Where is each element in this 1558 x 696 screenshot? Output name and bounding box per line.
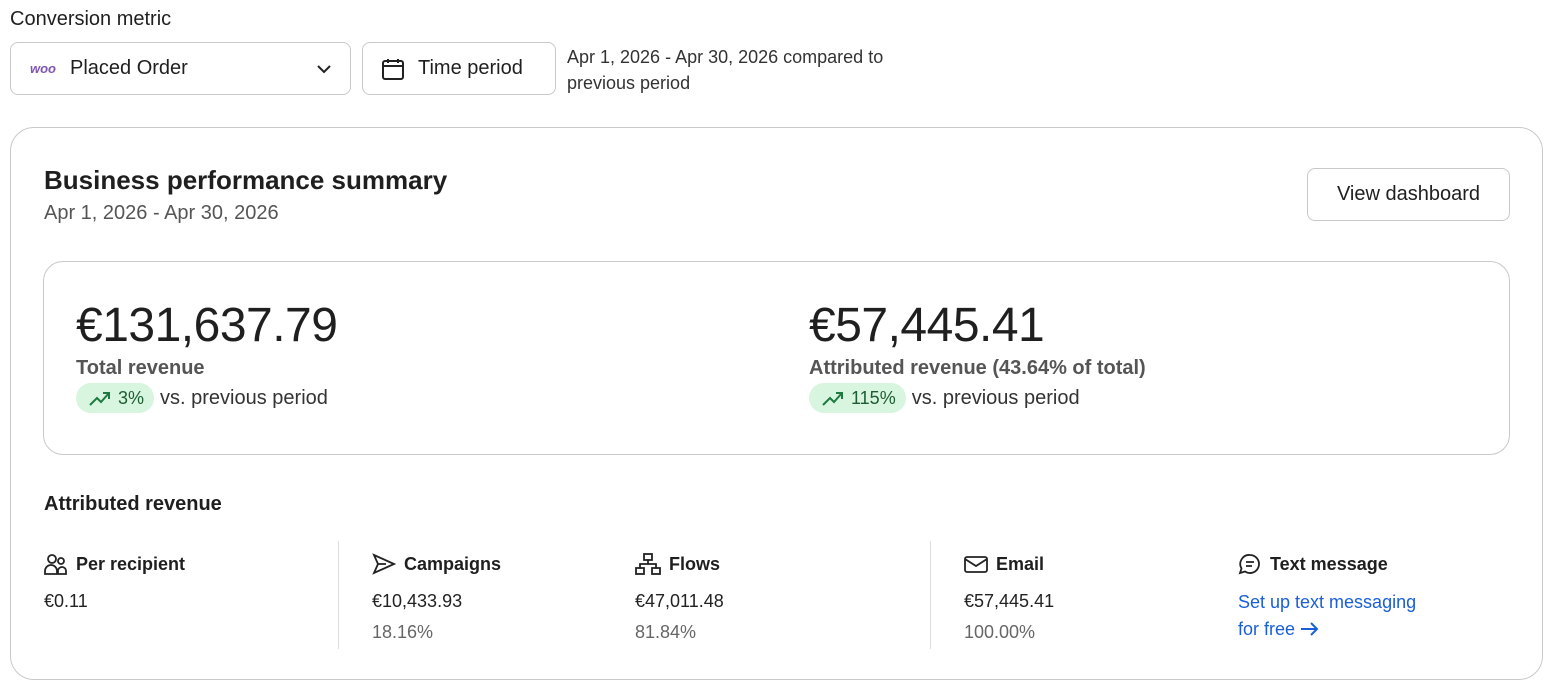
view-dashboard-button[interactable]: View dashboard [1307,168,1510,221]
change-pill: 3% [76,383,155,413]
stat-column: Flows €47,011.48 81.84% [635,553,724,643]
stat-column: Campaigns €10,433.93 18.16% [372,553,501,643]
change-pill: 115% [809,383,906,413]
metric-select[interactable]: woo Placed Order [10,42,351,95]
time-period-button[interactable]: Time period [362,42,556,95]
summary-title: Business performance summary [44,165,448,195]
summary-date: Apr 1, 2026 - Apr 30, 2026 [44,202,279,224]
stat-label: Flows [669,553,721,574]
flow-icon [635,553,661,575]
calendar-icon [382,58,404,80]
stat-value: €57,445.41 [964,591,1055,611]
kpi-label: Total revenue [76,357,205,379]
kpi-box: €131,637.79 Total revenue 3% vs. previou… [43,261,1510,455]
stat-label: Per recipient [76,553,186,574]
period-note: Apr 1, 2026 - Apr 30, 2026 compared to p… [567,47,884,93]
comparison: vs. previous period [160,386,328,409]
trend-icon [822,392,843,406]
stat-column: Text message Set up text messaging for f… [1238,553,1438,643]
link-text: Set up text messaging for free [1238,592,1417,639]
kpi-label: Attributed revenue (43.64% of total) [809,357,1146,379]
mail-icon [964,556,988,573]
summary-card: Business performance summary Apr 1, 2026… [10,127,1543,680]
stat-value: €10,433.93 [372,591,463,611]
stat-share: 18.16% [372,622,434,642]
stat-share: 81.84% [635,622,697,642]
stat-label: Email [996,553,1045,574]
people-icon [44,554,67,575]
woo-logo: woo [30,61,56,76]
stat-label: Campaigns [404,553,502,574]
divider [338,541,339,649]
comparison: vs. previous period [911,386,1080,409]
kpi: €57,445.41 Attributed revenue (43.64% of… [809,298,1146,413]
attributed-title: Attributed revenue [44,493,222,515]
message-icon [1238,554,1260,575]
send-icon [372,553,396,575]
stat-share: 100.00% [964,622,1036,642]
setup-link[interactable]: Set up text messaging for free [1238,589,1438,643]
chevron [317,65,331,74]
time-period-label: Time period [418,57,523,79]
stat-column: Per recipient €0.11 [44,553,185,612]
stat-value: €0.11 [44,591,88,611]
stat-label: Text message [1270,553,1388,574]
change-value: 3% [118,387,145,408]
arrow-icon [1301,622,1319,636]
trend-icon [89,392,110,406]
stat-column: Email €57,445.41 100.00% [964,553,1054,643]
metric-label: Conversion metric [10,8,172,30]
kpi-value: €57,445.41 [809,299,1045,352]
kpi-value: €131,637.79 [76,299,338,352]
change-value: 115% [851,387,896,408]
metric-value: Placed Order [70,57,188,79]
stat-value: €47,011.48 [635,591,724,611]
divider [930,541,931,649]
kpi: €131,637.79 Total revenue 3% vs. previou… [76,298,338,413]
